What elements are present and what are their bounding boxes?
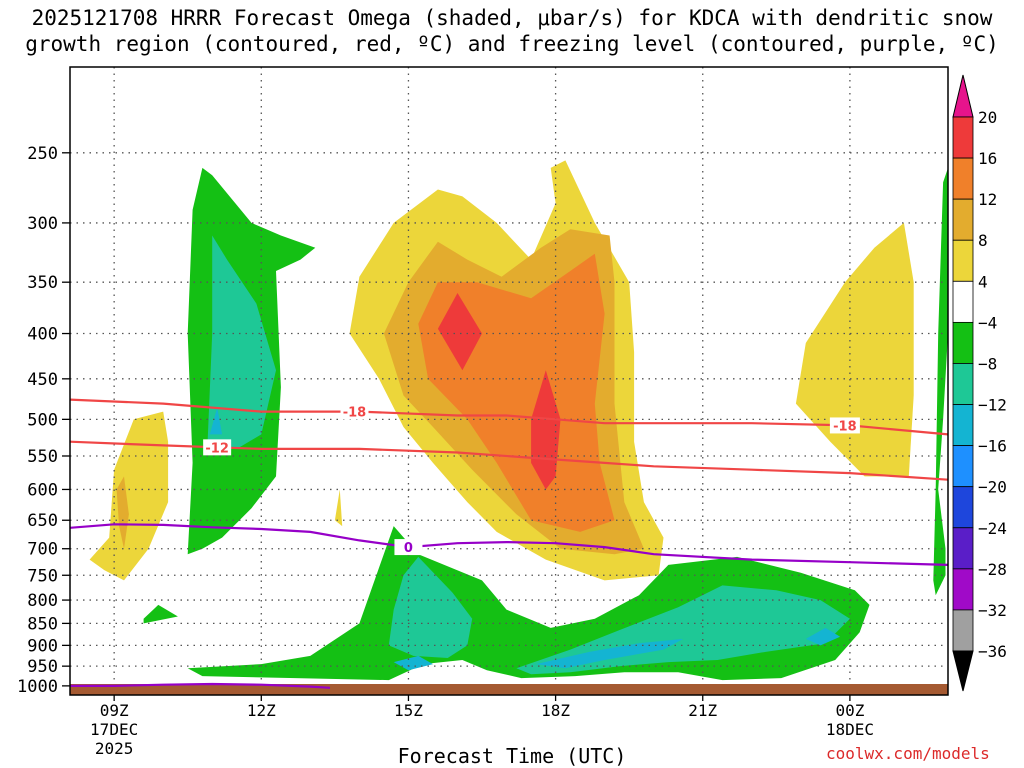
x-tick-label: 18Z <box>541 701 570 720</box>
x-tick-label: 15Z <box>394 701 423 720</box>
colorbar-segment <box>952 568 974 611</box>
x-tick-label: 21Z <box>688 701 717 720</box>
y-tick-label: 700 <box>27 540 58 560</box>
plot-frame <box>69 66 949 696</box>
contour-line-sfc <box>70 682 331 689</box>
y-tick-label: 1000 <box>17 677 58 697</box>
omega-region--4 <box>933 167 948 596</box>
colorbar-segment <box>952 280 974 323</box>
colorbar-label: −20 <box>978 478 1007 497</box>
colorbar-segment <box>952 486 974 529</box>
omega-region--12 <box>536 638 684 669</box>
colorbar-segment <box>952 404 974 447</box>
colorbar-label: −8 <box>978 354 997 373</box>
contour-label: 0 <box>404 541 413 556</box>
contour-label-bg <box>829 417 860 434</box>
colorbar-label: −36 <box>978 642 1007 661</box>
x-tick-label: 12Z <box>247 701 276 720</box>
colorbar-segment <box>952 116 974 159</box>
x-tick-date-label: 18DEC <box>826 720 874 739</box>
y-tick-label: 550 <box>27 447 58 467</box>
colorbar-label: 8 <box>978 231 988 250</box>
y-tick-label: 350 <box>27 273 58 293</box>
x-tick-label: 00Z <box>835 701 864 720</box>
colorbar-segment <box>952 527 974 570</box>
colorbar-segment <box>952 198 974 241</box>
y-tick-label: 650 <box>27 511 58 531</box>
x-tick-year-label: 2025 <box>95 739 134 758</box>
y-tick-label: 300 <box>27 214 58 234</box>
contour-label-bg <box>203 439 232 456</box>
contour-line-0 <box>69 523 949 566</box>
colorbar-label: −24 <box>978 519 1007 538</box>
omega-region--8 <box>207 235 276 449</box>
y-tick-label: 800 <box>27 591 58 611</box>
colorbar-segment <box>952 321 974 364</box>
contour-label-bg <box>340 403 369 420</box>
colorbar-label: 16 <box>978 149 997 168</box>
colorbar-segment <box>952 363 974 405</box>
colorbar-label: −16 <box>978 437 1007 456</box>
colorbar-segment <box>952 609 974 652</box>
y-tick-label: 400 <box>27 325 58 345</box>
omega-region--8 <box>388 556 473 658</box>
contour-label: -18 <box>833 419 857 434</box>
colorbar-label: 20 <box>978 108 997 127</box>
contour-line--18 <box>69 398 949 436</box>
y-tick-label: 950 <box>27 657 58 677</box>
y-tick-label: 900 <box>27 636 58 656</box>
y-tick-label: 750 <box>27 566 58 586</box>
y-tick-label: 500 <box>27 410 58 430</box>
y-tick-label: 600 <box>27 480 58 500</box>
y-tick-label: 450 <box>27 370 58 390</box>
contour-label-bg <box>394 539 423 556</box>
colorbar-label: −28 <box>978 560 1007 579</box>
contour-label: -12 <box>205 441 229 456</box>
colorbar-bottom-arrow <box>952 650 974 692</box>
x-axis-label: Forecast Time (UTC) <box>397 744 627 768</box>
colorbar-label: −4 <box>978 313 997 332</box>
omega-region-4 <box>334 489 343 527</box>
chart-title-line1: 2025121708 HRRR Forecast Omega (shaded, … <box>31 6 993 30</box>
omega-region-8 <box>116 476 129 549</box>
colorbar-segment <box>952 445 974 488</box>
colorbar-top-arrow <box>952 74 974 118</box>
colorbar-label: −12 <box>978 396 1007 415</box>
omega-region--12 <box>805 627 841 646</box>
y-tick-label: 250 <box>27 144 58 164</box>
omega-region-4 <box>795 222 914 477</box>
omega-region-4 <box>89 411 169 581</box>
ground-band <box>70 684 948 695</box>
colorbar-label: −32 <box>978 601 1007 620</box>
contour-label: -18 <box>343 406 367 421</box>
omega-region--4 <box>143 604 178 624</box>
colorbar-label: 4 <box>978 272 988 291</box>
colorbar-segment <box>952 239 974 282</box>
colorbar-label: 12 <box>978 190 997 209</box>
y-tick-label: 850 <box>27 614 58 634</box>
omega-region-16 <box>437 293 482 371</box>
source-credit: coolwx.com/models <box>826 744 990 763</box>
x-tick-label: 09Z <box>100 701 129 720</box>
omega-region--12 <box>393 655 433 671</box>
omega-region--12 <box>209 407 223 435</box>
x-tick-date-label: 17DEC <box>90 720 138 739</box>
colorbar-segment <box>952 157 974 200</box>
chart-title-line2: growth region (contoured, red, ºC) and f… <box>25 32 999 56</box>
